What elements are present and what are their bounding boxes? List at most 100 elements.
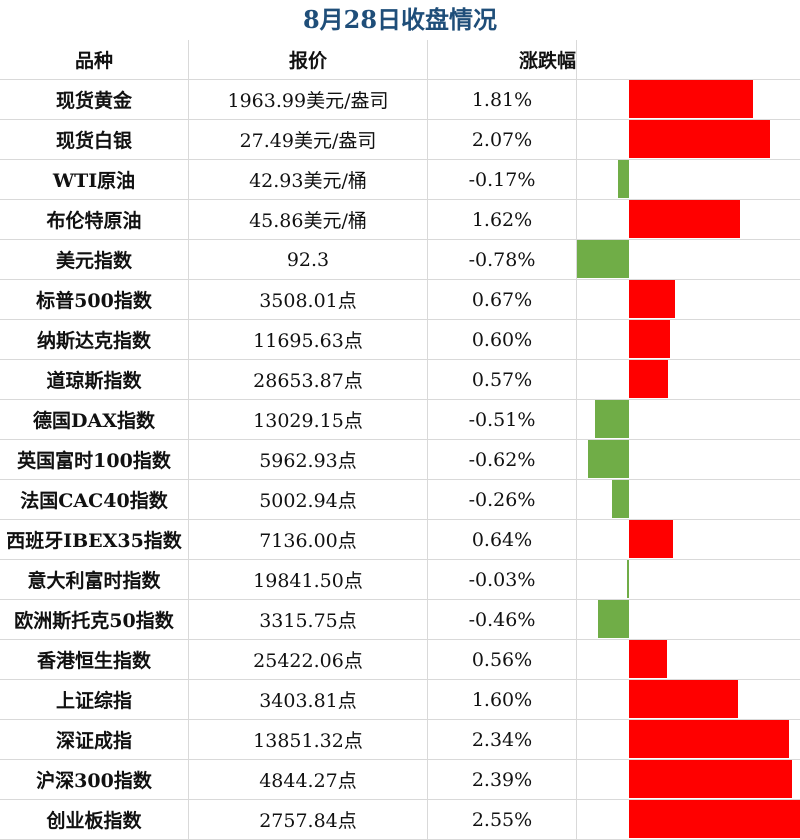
- row-change: 2.39%: [428, 760, 577, 800]
- row-price: 1963.99美元/盎司: [189, 80, 428, 120]
- row-price: 3315.75点: [189, 600, 428, 640]
- row-change: -0.17%: [428, 160, 577, 200]
- row-bar-cell: [577, 560, 800, 600]
- row-bar-cell: [577, 320, 800, 360]
- row-bar-cell: [577, 440, 800, 480]
- row-name: 现货黄金: [0, 80, 189, 120]
- row-price: 19841.50点: [189, 560, 428, 600]
- row-price: 11695.63点: [189, 320, 428, 360]
- row-price: 3508.01点: [189, 280, 428, 320]
- row-change: 1.81%: [428, 80, 577, 120]
- row-name: 纳斯达克指数: [0, 320, 189, 360]
- row-price: 13851.32点: [189, 720, 428, 760]
- row-bar-cell: [577, 360, 800, 400]
- row-name: 标普500指数: [0, 280, 189, 320]
- header-name: 品种: [0, 40, 189, 80]
- row-change: -0.26%: [428, 480, 577, 520]
- row-bar-cell: [577, 160, 800, 200]
- row-price: 25422.06点: [189, 640, 428, 680]
- change-bar: [629, 280, 675, 318]
- change-bar: [629, 800, 800, 838]
- change-bar: [629, 120, 770, 158]
- change-bar: [629, 80, 753, 118]
- row-bar-cell: [577, 120, 800, 160]
- row-change: 2.34%: [428, 720, 577, 760]
- row-name: 上证综指: [0, 680, 189, 720]
- row-price: 5962.93点: [189, 440, 428, 480]
- change-bar: [629, 640, 667, 678]
- row-bar-cell: [577, 400, 800, 440]
- change-bar: [577, 240, 629, 278]
- change-bar: [612, 480, 629, 518]
- row-price: 45.86美元/桶: [189, 200, 428, 240]
- row-bar-cell: [577, 520, 800, 560]
- row-bar-cell: [577, 280, 800, 320]
- row-name: 沪深300指数: [0, 760, 189, 800]
- row-bar-cell: [577, 240, 800, 280]
- row-change: 2.07%: [428, 120, 577, 160]
- row-bar-cell: [577, 480, 800, 520]
- change-bar: [629, 680, 738, 718]
- change-bar: [598, 600, 629, 638]
- header-change: 涨跌幅: [428, 40, 577, 80]
- row-change: 0.67%: [428, 280, 577, 320]
- change-bar: [629, 360, 668, 398]
- change-bar: [629, 200, 740, 238]
- row-name: 创业板指数: [0, 800, 189, 840]
- change-bar: [629, 720, 789, 758]
- row-change: -0.46%: [428, 600, 577, 640]
- row-name: 现货白银: [0, 120, 189, 160]
- row-price: 3403.81点: [189, 680, 428, 720]
- row-name: 香港恒生指数: [0, 640, 189, 680]
- row-price: 28653.87点: [189, 360, 428, 400]
- row-bar-cell: [577, 600, 800, 640]
- row-price: 4844.27点: [189, 760, 428, 800]
- header-price: 报价: [189, 40, 428, 80]
- row-bar-cell: [577, 680, 800, 720]
- row-price: 27.49美元/盎司: [189, 120, 428, 160]
- change-bar: [588, 440, 629, 478]
- row-name: 英国富时100指数: [0, 440, 189, 480]
- row-change: 1.60%: [428, 680, 577, 720]
- row-change: 0.56%: [428, 640, 577, 680]
- row-change: 0.60%: [428, 320, 577, 360]
- table-header-row: 品种 报价 涨跌幅: [0, 40, 800, 80]
- row-change: -0.03%: [428, 560, 577, 600]
- row-price: 2757.84点: [189, 800, 428, 840]
- row-name: 德国DAX指数: [0, 400, 189, 440]
- row-bar-cell: [577, 720, 800, 760]
- row-price: 13029.15点: [189, 400, 428, 440]
- row-name: 欧洲斯托克50指数: [0, 600, 189, 640]
- row-change: 1.62%: [428, 200, 577, 240]
- header-bar: [577, 40, 800, 80]
- row-name: 美元指数: [0, 240, 189, 280]
- change-bar: [629, 760, 792, 798]
- change-bar: [629, 320, 670, 358]
- row-change: 0.57%: [428, 360, 577, 400]
- change-bar: [595, 400, 629, 438]
- row-bar-cell: [577, 80, 800, 120]
- change-bar: [618, 160, 629, 198]
- row-change: 0.64%: [428, 520, 577, 560]
- row-price: 92.3: [189, 240, 428, 280]
- change-bar: [627, 560, 629, 598]
- row-name: 布伦特原油: [0, 200, 189, 240]
